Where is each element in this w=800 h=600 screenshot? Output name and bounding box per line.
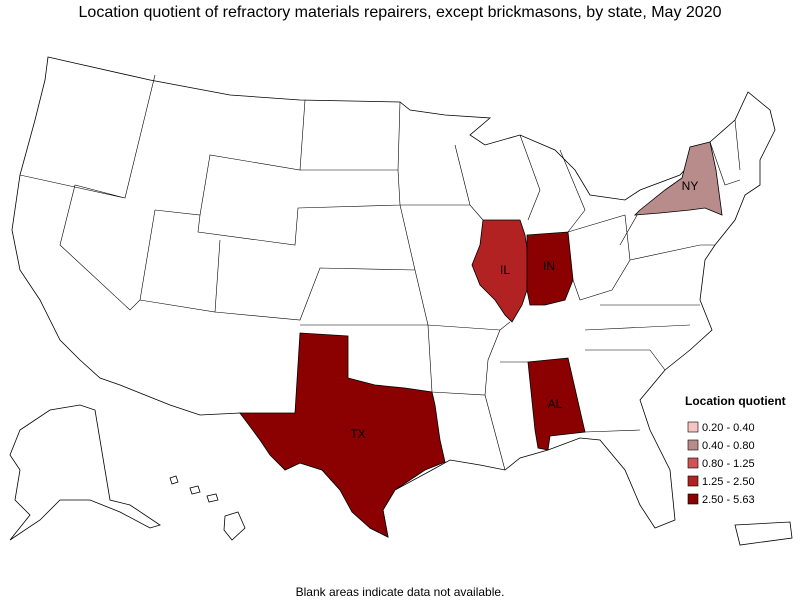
state-label: AL: [548, 397, 563, 411]
legend-label: 0.20 - 0.40: [702, 422, 755, 434]
state-ny: [633, 141, 723, 216]
us-outline: [11, 56, 776, 538]
state-il: [471, 219, 529, 323]
legend: 0.20 - 0.40 0.40 - 0.80 0.80 - 1.25 1.25 - …: [687, 421, 755, 506]
footnote: Blank areas indicate data not available.: [296, 585, 505, 599]
hawaii: [169, 475, 246, 541]
legend-swatch: [687, 475, 699, 487]
state-al: [527, 357, 586, 451]
legend-swatch: [687, 421, 699, 433]
state-label: IN: [543, 259, 555, 273]
legend-swatch: [687, 493, 699, 505]
puerto-rico: [734, 521, 793, 546]
state-borders: [19, 74, 741, 471]
state-label: IL: [500, 263, 510, 277]
legend-label: 0.80 - 1.25: [702, 458, 755, 470]
title: Location quotient of refractory material…: [79, 4, 722, 21]
state-label: NY: [682, 179, 699, 193]
legend-label: 1.25 - 2.50: [702, 476, 755, 488]
state-in: [526, 231, 574, 306]
legend-label: 0.40 - 0.80: [702, 440, 755, 452]
legend-swatch: [687, 439, 699, 451]
state-tx: [239, 332, 446, 538]
legend-label: 2.50 - 5.63: [702, 494, 755, 506]
legend-swatch: [687, 457, 699, 469]
state-label: TX: [350, 427, 365, 441]
alaska: [9, 404, 161, 541]
legend-title: Location quotient: [685, 394, 786, 408]
